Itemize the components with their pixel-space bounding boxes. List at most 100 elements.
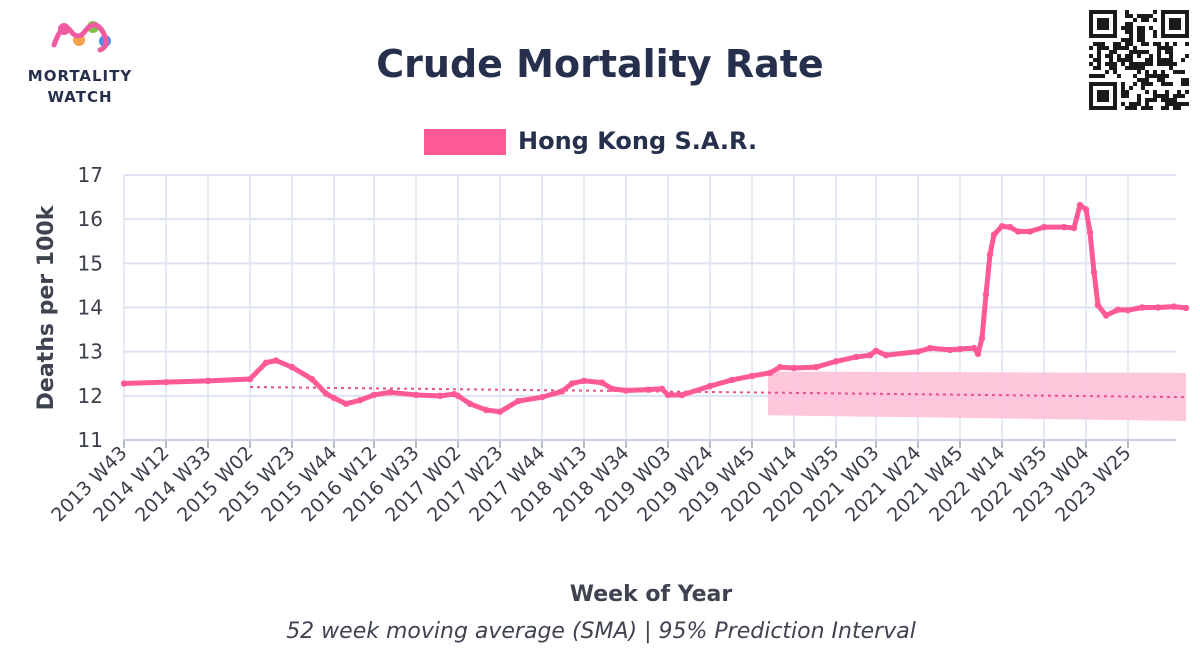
qr-code [1089, 10, 1189, 110]
qr-module [1145, 78, 1149, 82]
qr-module [1157, 74, 1161, 78]
qr-module [1173, 42, 1177, 46]
qr-module [1117, 58, 1121, 62]
data-point [262, 359, 270, 366]
qr-module [1149, 74, 1153, 78]
qr-module [1149, 82, 1153, 86]
qr-module [1109, 50, 1113, 54]
data-point [246, 375, 254, 383]
data-point [946, 346, 954, 354]
data-point [748, 372, 756, 380]
qr-module [1121, 62, 1125, 66]
qr-module [1133, 106, 1137, 110]
qr-module [1169, 58, 1173, 62]
qr-module [1153, 42, 1157, 46]
qr-module [1145, 74, 1149, 78]
data-point [776, 363, 784, 371]
data-point [412, 391, 420, 399]
qr-module [1141, 50, 1145, 54]
data-point [1094, 302, 1102, 309]
data-point [1182, 304, 1190, 312]
logo-icon [51, 21, 111, 53]
qr-module [1141, 14, 1145, 18]
qr-module [1145, 102, 1149, 106]
data-point [120, 380, 128, 387]
x-axis-label: Week of Year [570, 582, 733, 607]
qr-module [1161, 98, 1165, 102]
data-point [1086, 229, 1094, 236]
qr-module [1137, 62, 1141, 66]
data-point [1014, 228, 1022, 235]
data-point [1040, 223, 1048, 231]
qr-module [1157, 62, 1161, 66]
qr-finder-inner [1169, 18, 1181, 30]
qr-module [1185, 78, 1189, 82]
data-point [658, 385, 666, 392]
qr-module [1161, 74, 1165, 78]
qr-module [1125, 10, 1129, 14]
data-point [1090, 268, 1098, 276]
qr-module [1125, 30, 1129, 34]
qr-module [1157, 54, 1161, 58]
data-point [644, 386, 652, 393]
data-point [162, 378, 170, 386]
data-point [974, 350, 982, 358]
qr-module [1137, 50, 1141, 54]
qr-module [1169, 54, 1173, 58]
qr-module [1165, 74, 1169, 78]
qr-module [1149, 106, 1153, 110]
qr-module [1165, 106, 1169, 110]
qr-module [1169, 102, 1173, 106]
series-layer [120, 201, 1190, 415]
qr-module [1145, 82, 1149, 86]
qr-module [1129, 66, 1133, 70]
data-point [1070, 224, 1078, 232]
data-point [558, 388, 566, 395]
qr-module [1169, 98, 1173, 102]
qr-module [1153, 74, 1157, 78]
data-point [832, 358, 840, 365]
data-point [766, 369, 774, 377]
qr-module [1165, 98, 1169, 102]
qr-module [1173, 62, 1177, 66]
qr-module [1141, 62, 1145, 66]
qr-module [1101, 46, 1105, 50]
data-point [664, 391, 672, 399]
qr-module [1137, 66, 1141, 70]
qr-module [1169, 50, 1173, 54]
data-point [866, 352, 874, 359]
data-point [538, 393, 546, 401]
qr-module [1121, 46, 1125, 50]
qr-module [1153, 30, 1157, 34]
qr-module [1141, 30, 1145, 34]
qr-module [1137, 78, 1141, 82]
qr-module [1113, 46, 1117, 50]
qr-module [1141, 82, 1145, 86]
data-point [982, 291, 990, 298]
data-point [1124, 306, 1132, 314]
data-point [370, 391, 378, 399]
qr-module [1133, 62, 1137, 66]
qr-module [1129, 22, 1133, 26]
data-point [852, 353, 860, 361]
data-point [1170, 303, 1178, 310]
qr-module [1165, 94, 1169, 98]
qr-module [1149, 98, 1153, 102]
trend-layer [249, 386, 1187, 399]
y-tick-label: 13 [78, 340, 103, 364]
logo-link [51, 22, 109, 53]
qr-module [1173, 70, 1177, 74]
qr-module [1097, 62, 1101, 66]
qr-module [1117, 46, 1121, 50]
qr-module [1185, 54, 1189, 58]
data-point [706, 382, 714, 390]
y-tick-label: 12 [78, 384, 103, 408]
qr-module [1153, 94, 1157, 98]
qr-module [1141, 38, 1145, 42]
qr-module [1149, 54, 1153, 58]
data-point [622, 387, 630, 394]
data-point [482, 406, 490, 414]
qr-module [1109, 62, 1113, 66]
qr-module [1129, 106, 1133, 110]
